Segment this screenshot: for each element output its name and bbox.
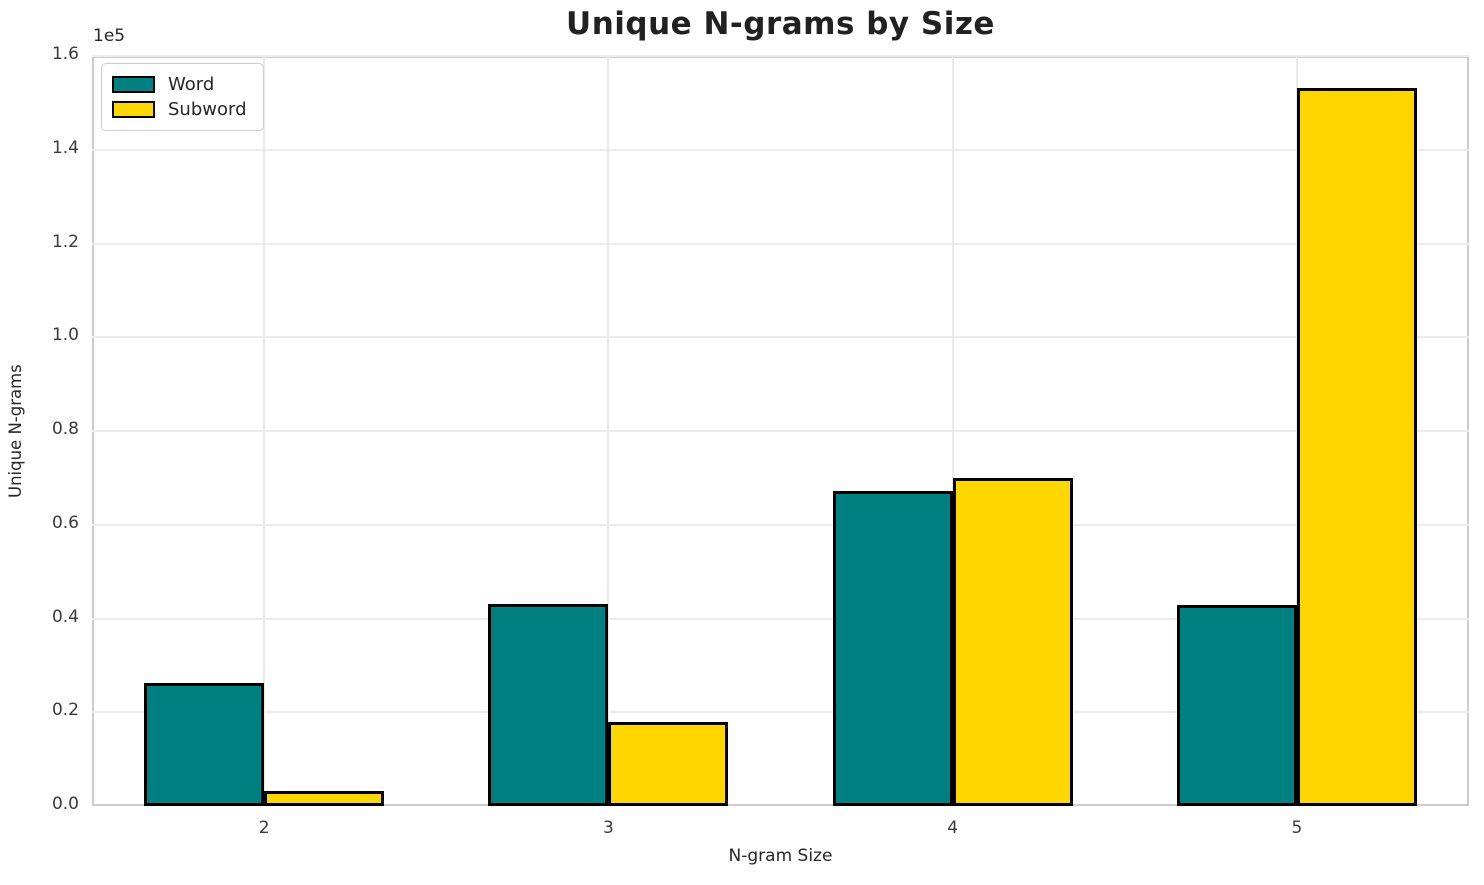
bar-subword-2	[264, 791, 385, 806]
y-tick-label: 0.6	[51, 512, 79, 533]
y-tick-label: 0.0	[51, 794, 79, 814]
y-gridline	[92, 242, 1469, 245]
bar-word-5	[1176, 605, 1297, 806]
x-gridline	[951, 56, 954, 806]
bar-subword-4	[952, 478, 1073, 806]
y-tick-label: 1.4	[51, 137, 79, 158]
y-gridline	[92, 523, 1469, 526]
x-tick-label: 4	[947, 818, 959, 838]
y-gridline	[92, 336, 1469, 339]
x-axis-label: N-gram Size	[728, 846, 833, 866]
y-tick-label: 1.6	[51, 44, 79, 64]
bar-subword-5	[1296, 87, 1417, 806]
legend-swatch-icon	[112, 76, 155, 93]
legend-entry-subword: Subword	[112, 97, 247, 122]
y-gridline	[92, 617, 1469, 620]
y-tick-label: 0.4	[51, 606, 79, 627]
legend-label: Subword	[168, 99, 247, 120]
bar-word-2	[144, 683, 265, 806]
x-gridline	[263, 56, 266, 806]
y-tick-label: 1.0	[51, 325, 79, 346]
x-tick-label: 5	[1291, 818, 1303, 838]
bar-word-4	[832, 491, 953, 806]
x-tick-label: 2	[258, 818, 270, 838]
legend: Word Subword	[101, 63, 264, 131]
y-gridline	[92, 430, 1469, 432]
legend-swatch-icon	[112, 101, 155, 118]
chart-title: Unique N-grams by Size	[566, 6, 995, 42]
y-gridline	[92, 148, 1469, 151]
bar-word-3	[488, 603, 609, 806]
legend-label: Word	[168, 74, 215, 95]
y-axis-offset-label: 1e5	[93, 26, 126, 46]
axes-spine-bottom	[92, 804, 1469, 806]
legend-entry-word: Word	[112, 72, 247, 97]
bar-subword-3	[608, 722, 729, 806]
y-tick-label: 0.2	[51, 700, 79, 721]
x-tick-label: 3	[602, 818, 614, 838]
x-gridline	[607, 56, 610, 806]
axes-spine-top	[92, 56, 1469, 58]
y-gridline	[92, 711, 1469, 714]
y-tick-label: 1.2	[51, 231, 79, 252]
y-tick-label: 0.8	[51, 419, 79, 439]
y-gridline	[92, 55, 1469, 57]
plot-area	[92, 55, 1469, 806]
